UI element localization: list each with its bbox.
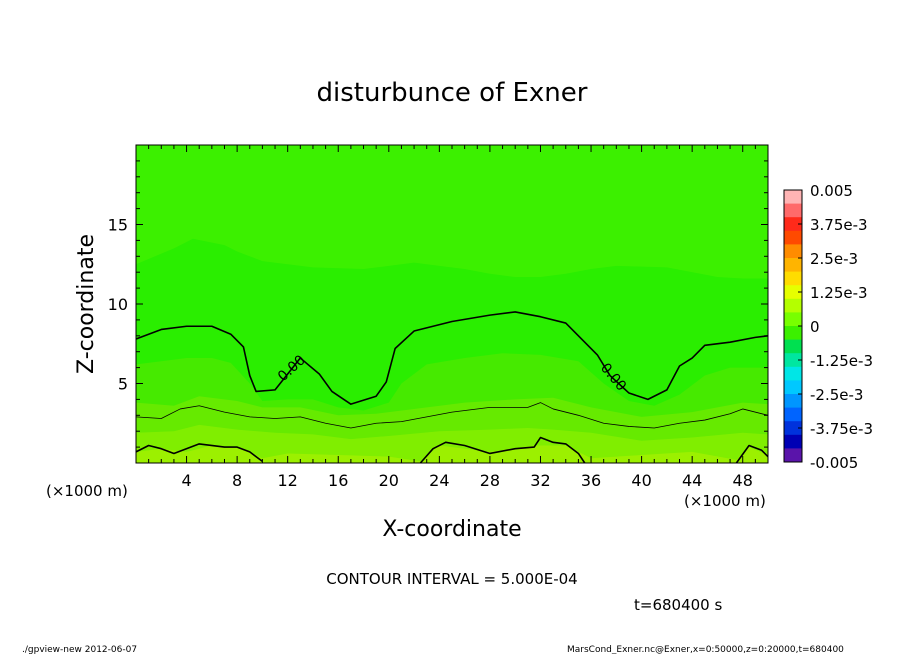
- colorbar-swatch: [784, 230, 802, 245]
- contour-line: [735, 444, 769, 464]
- x-unit-right: (×1000 m): [684, 492, 766, 510]
- x-tick-label: 8: [232, 471, 242, 490]
- colorbar-swatch: [784, 380, 802, 395]
- colorbar-swatch: [784, 217, 802, 232]
- colorbar-swatch: [784, 448, 802, 463]
- y-axis-label: Z-coordinate: [74, 234, 99, 374]
- contour-fill-bands: [136, 238, 768, 463]
- contour-line: [135, 443, 263, 463]
- x-axis-ticks: 4 8 12 16 20 24 28 32 36 40 44 48: [148, 145, 756, 490]
- contour-line: [419, 436, 586, 464]
- x-tick-label: 16: [328, 471, 348, 490]
- x-tick-label: 24: [429, 471, 449, 490]
- x-tick-label: 20: [379, 471, 399, 490]
- y-tick-label: 10: [108, 295, 128, 314]
- x-tick-label: 28: [480, 471, 500, 490]
- colorbar-swatch: [784, 285, 802, 300]
- x-unit-left: (×1000 m): [46, 482, 128, 500]
- x-tick-label: 12: [278, 471, 298, 490]
- x-tick-label: 4: [181, 471, 191, 490]
- colorbar-swatch: [784, 394, 802, 409]
- y-axis-ticks: 5 10 15: [108, 160, 768, 448]
- colorbar-label: 3.75e-3: [810, 216, 868, 234]
- contour-band: [136, 445, 768, 463]
- colorbar-label: -1.25e-3: [810, 352, 873, 370]
- chart-title: disturbunce of Exner: [317, 78, 588, 108]
- colorbar-swatch: [784, 258, 802, 273]
- contour-interval: CONTOUR INTERVAL = 5.000E-04: [326, 570, 577, 588]
- x-tick-label: 48: [733, 471, 753, 490]
- contour-lines: [135, 311, 769, 464]
- colorbar-label: 0.005: [810, 182, 853, 200]
- contour-line: [135, 402, 769, 429]
- contour-plot-area: 0.00 0.00: [135, 144, 769, 464]
- colorbar-swatch: [784, 407, 802, 422]
- colorbar-swatch: [784, 421, 802, 436]
- y-tick-label: 15: [108, 216, 128, 235]
- colorbar-label: -0.005: [810, 454, 858, 472]
- colorbar-swatch: [784, 312, 802, 327]
- colorbar-swatch: [784, 353, 802, 368]
- colorbar-label: 2.5e-3: [810, 250, 858, 268]
- footer-right: MarsCond_Exner.nc@Exner,x=0:50000,z=0:20…: [567, 645, 844, 654]
- colorbar-swatch: [784, 271, 802, 286]
- x-tick-label: 40: [631, 471, 651, 490]
- x-tick-label: 32: [530, 471, 550, 490]
- colorbar-swatch: [784, 244, 802, 259]
- x-tick-label: 44: [682, 471, 702, 490]
- colorbar-swatch: [784, 326, 802, 341]
- footer-left: ./gpview-new 2012-06-07: [22, 645, 137, 654]
- colorbar-swatch: [784, 203, 802, 218]
- y-tick-label: 5: [118, 375, 128, 394]
- colorbar-label: -3.75e-3: [810, 420, 873, 438]
- colorbar-label: 0: [810, 318, 820, 336]
- colorbar-swatch: [784, 366, 802, 381]
- time-stamp: t=680400 s: [634, 596, 722, 614]
- colorbar-swatch: [784, 434, 802, 449]
- colorbar-swatch: [784, 298, 802, 313]
- contour-line: [135, 311, 769, 405]
- colorbar-swatch: [784, 190, 802, 205]
- colorbar: 0.005 3.75e-3 2.5e-3 1.25e-3 0 -1.25e-3 -2.5e-…: [783, 182, 873, 472]
- colorbar-label: -2.5e-3: [810, 386, 863, 404]
- x-axis-label: X-coordinate: [382, 517, 521, 542]
- x-tick-label: 36: [581, 471, 601, 490]
- colorbar-label: 1.25e-3: [810, 284, 868, 302]
- colorbar-swatch: [784, 339, 802, 354]
